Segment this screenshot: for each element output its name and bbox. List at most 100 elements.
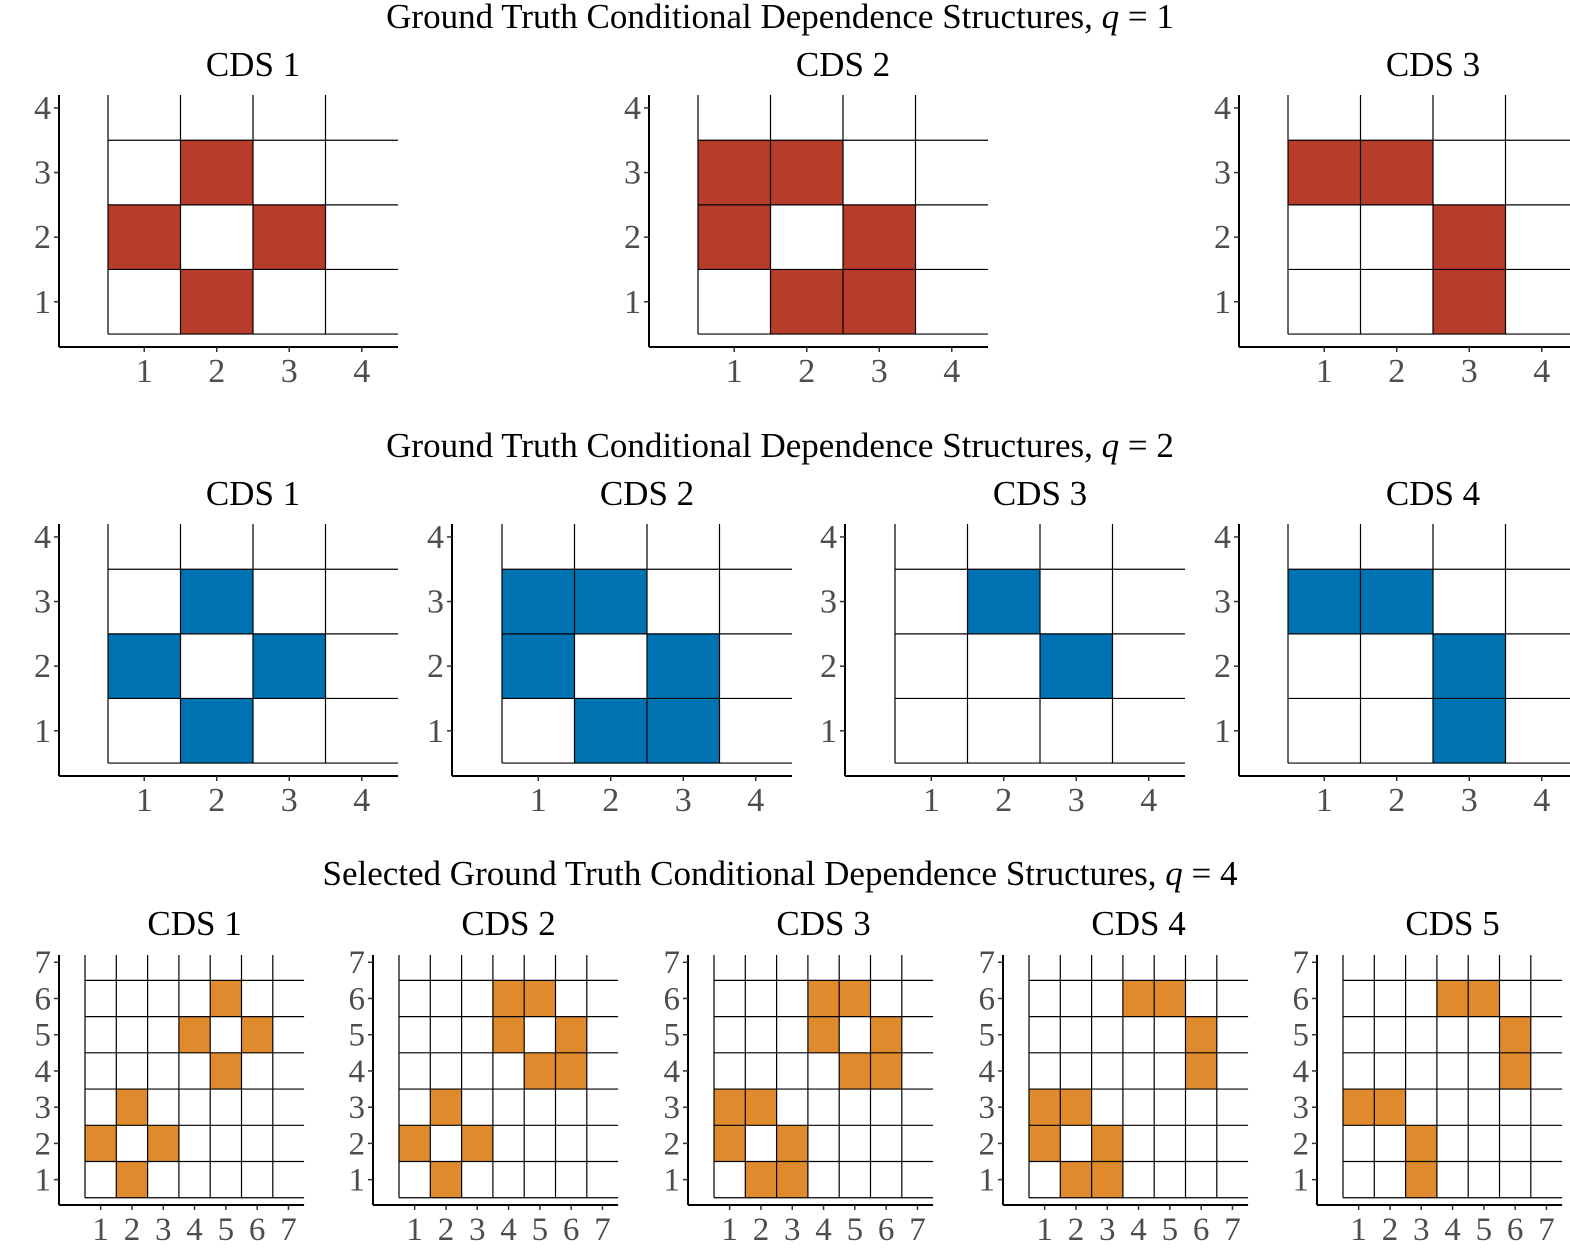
- x-tick-label: 2: [1382, 1212, 1399, 1248]
- panel-title: CDS 2: [600, 474, 694, 513]
- y-tick-label: 6: [979, 981, 996, 1017]
- y-tick-label: 5: [979, 1018, 996, 1054]
- y-tick-label: 1: [820, 713, 837, 750]
- filled-cell: [492, 1016, 525, 1053]
- y-tick-label: 4: [820, 519, 837, 556]
- y-tick-label: 5: [349, 1018, 366, 1054]
- filled-cell: [574, 569, 647, 634]
- y-tick-label: 1: [427, 713, 444, 750]
- filled-cell: [1343, 1089, 1375, 1126]
- filled-cell: [555, 1016, 587, 1053]
- panel-2: CDS 2 1 2 3 4 1 2 3 4: [427, 474, 792, 819]
- y-tick-label: 7: [979, 945, 996, 981]
- row-title-variable: q: [1102, 426, 1120, 465]
- y-tick-label: 5: [1293, 1018, 1310, 1054]
- filled-cell: [1288, 569, 1361, 634]
- x-tick-label: 6: [563, 1212, 580, 1248]
- x-tick-label: 7: [594, 1212, 611, 1248]
- filled-cell: [770, 269, 843, 335]
- filled-cell: [180, 269, 253, 335]
- filled-cell: [1405, 1125, 1437, 1162]
- panel-3: CDS 3 1 2 3 4 1 2 3 4: [1214, 45, 1570, 390]
- x-tick-label: 1: [726, 353, 743, 390]
- filled-cell: [1154, 980, 1186, 1017]
- filled-cell: [1374, 1089, 1406, 1126]
- filled-cell: [492, 980, 525, 1017]
- filled-cell: [85, 1125, 117, 1162]
- filled-cell: [1185, 1016, 1217, 1053]
- panel-3: CDS 3 1 2 3 4 1 2 3 4: [820, 474, 1185, 819]
- y-tick-label: 2: [979, 1126, 996, 1162]
- x-tick-label: 3: [469, 1212, 486, 1248]
- panel-title: CDS 4: [1386, 474, 1480, 513]
- x-tick-label: 2: [753, 1212, 770, 1248]
- x-tick-label: 3: [871, 353, 888, 390]
- filled-cell: [776, 1125, 808, 1162]
- x-tick-label: 2: [602, 782, 619, 819]
- y-tick-label: 4: [1214, 519, 1231, 556]
- x-tick-label: 4: [1130, 1212, 1147, 1248]
- x-tick-label: 1: [136, 782, 153, 819]
- y-tick-label: 2: [820, 648, 837, 685]
- x-tick-label: 3: [1099, 1212, 1116, 1248]
- filled-cell: [1122, 980, 1155, 1017]
- x-tick-label: 1: [1316, 782, 1333, 819]
- filled-cell: [967, 569, 1040, 634]
- y-tick-label: 4: [1214, 90, 1231, 127]
- filled-cell: [116, 1161, 148, 1198]
- filled-cell: [870, 1052, 902, 1090]
- chart-row-3: Selected Ground Truth Conditional Depend…: [35, 854, 1563, 1248]
- x-tick-label: 1: [92, 1212, 109, 1248]
- x-tick-label: 2: [1388, 353, 1405, 390]
- x-tick-label: 3: [784, 1212, 801, 1248]
- filled-cell: [430, 1089, 462, 1126]
- y-tick-label: 1: [1214, 713, 1231, 750]
- y-tick-label: 6: [35, 981, 52, 1017]
- filled-cell: [178, 1016, 211, 1053]
- filled-cell: [1029, 1089, 1061, 1126]
- panel-title: CDS 3: [776, 904, 870, 943]
- x-tick-label: 5: [218, 1212, 235, 1248]
- panel-2: CDS 2 1 2 3 4 1 2 3 4: [624, 45, 988, 390]
- filled-cell: [180, 140, 253, 205]
- filled-cell: [770, 140, 843, 205]
- y-tick-label: 3: [349, 1090, 366, 1126]
- filled-cell: [714, 1089, 746, 1126]
- y-tick-label: 2: [34, 219, 51, 256]
- x-tick-label: 2: [995, 782, 1012, 819]
- filled-cell: [241, 1016, 273, 1053]
- filled-cell: [647, 633, 720, 699]
- filled-cell: [524, 1052, 556, 1090]
- filled-cell: [108, 633, 181, 699]
- filled-cell: [714, 1125, 746, 1162]
- chart-row-2: Ground Truth Conditional Dependence Stru…: [34, 426, 1570, 819]
- filled-cell: [839, 980, 871, 1017]
- x-tick-label: 4: [500, 1212, 517, 1248]
- y-tick-label: 3: [820, 584, 837, 621]
- y-tick-label: 1: [664, 1163, 681, 1199]
- y-tick-label: 4: [979, 1054, 996, 1090]
- y-tick-label: 3: [1214, 584, 1231, 621]
- panel-4: CDS 4 1 2 3 4 1 2 3 4: [1214, 474, 1570, 819]
- filled-cell: [1185, 1052, 1217, 1090]
- y-tick-label: 4: [34, 519, 51, 556]
- y-tick-label: 4: [427, 519, 444, 556]
- y-tick-label: 5: [35, 1018, 52, 1054]
- filled-cell: [180, 569, 253, 634]
- filled-cell: [399, 1125, 431, 1162]
- x-tick-label: 1: [530, 782, 547, 819]
- row-title: Ground Truth Conditional Dependence Stru…: [386, 426, 1174, 465]
- y-tick-label: 2: [35, 1126, 52, 1162]
- panel-title: CDS 1: [206, 474, 300, 513]
- y-tick-label: 2: [664, 1126, 681, 1162]
- x-tick-label: 1: [1350, 1212, 1367, 1248]
- filled-cell: [502, 633, 575, 699]
- filled-cell: [1091, 1125, 1123, 1162]
- y-tick-label: 2: [349, 1126, 366, 1162]
- filled-cell: [745, 1161, 777, 1198]
- filled-cell: [1060, 1161, 1092, 1198]
- panel-title: CDS 2: [796, 45, 890, 84]
